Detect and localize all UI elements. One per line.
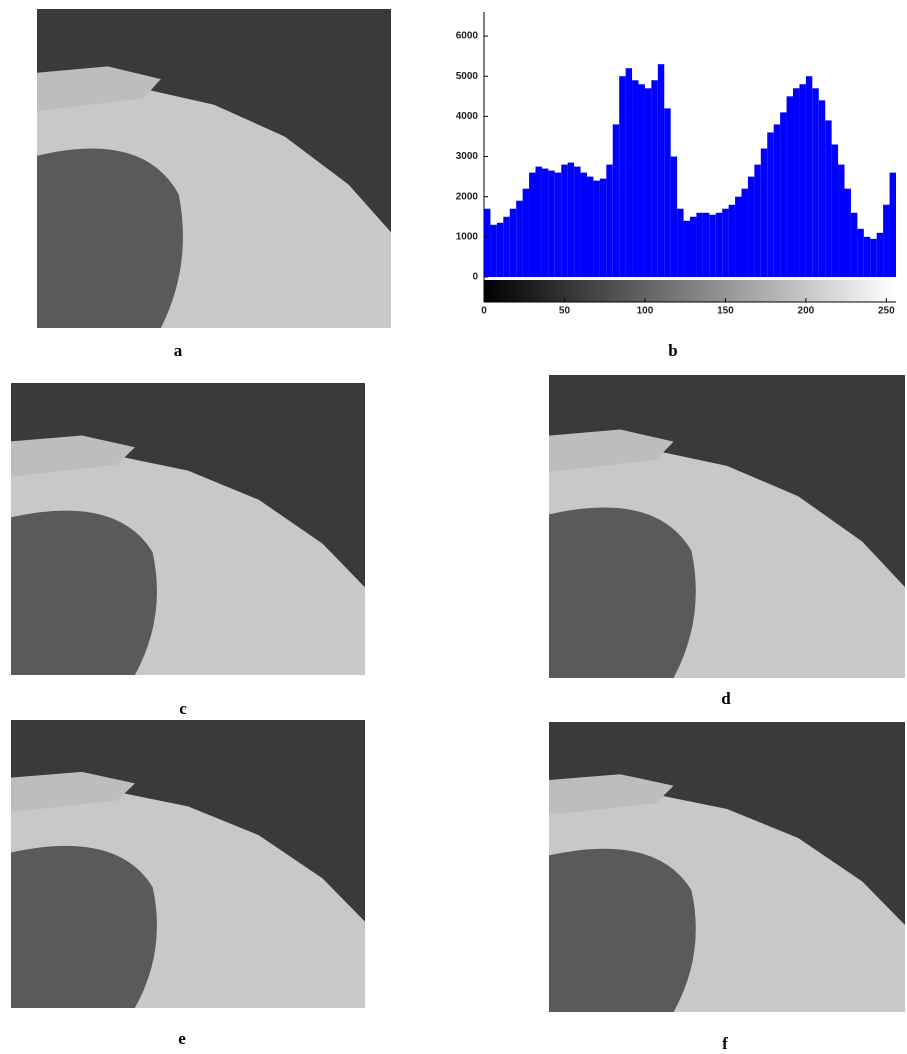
panel-label: d: [721, 689, 731, 708]
bar: [767, 132, 774, 277]
image-a: [37, 9, 391, 328]
bar: [541, 168, 549, 277]
bar: [657, 64, 665, 278]
x-tick-label: 200: [798, 306, 815, 317]
bar: [690, 216, 697, 277]
bar: [870, 238, 877, 277]
bar: [638, 84, 645, 277]
image-f: [549, 722, 905, 1012]
panel-label: c: [179, 699, 187, 718]
y-tick-label: 2000: [456, 191, 479, 202]
x-tick-label: 50: [559, 306, 571, 317]
bar: [599, 178, 607, 277]
image-c: [11, 383, 365, 675]
bar: [625, 68, 633, 277]
bar: [664, 108, 671, 277]
bar: [715, 212, 723, 277]
bar: [844, 188, 851, 277]
colorbar: [484, 280, 896, 302]
bar: [548, 170, 555, 277]
bar: [818, 100, 826, 277]
bar: [728, 204, 736, 277]
panel-label: a: [174, 341, 183, 360]
bar: [522, 188, 530, 277]
bar: [825, 120, 832, 277]
x-tick-label: 0: [481, 306, 487, 317]
bar: [683, 220, 690, 277]
bar: [838, 164, 845, 277]
y-tick-label: 0: [472, 272, 478, 283]
bar: [696, 212, 703, 277]
panel-label: f: [722, 1034, 728, 1053]
bar: [670, 156, 678, 277]
bar: [561, 164, 568, 277]
image-e: [11, 720, 365, 1008]
y-tick-label: 3000: [456, 151, 479, 162]
bar: [760, 148, 768, 277]
bar: [709, 214, 716, 277]
bar: [509, 208, 517, 277]
bar: [889, 172, 896, 277]
bar: [587, 176, 594, 277]
x-tick-label: 150: [717, 306, 734, 317]
bar: [574, 166, 581, 277]
bar: [831, 144, 839, 277]
bar: [644, 88, 652, 278]
bar: [554, 172, 562, 277]
image-d: [549, 375, 905, 678]
bar: [503, 216, 510, 277]
bar: [702, 212, 710, 277]
bar: [883, 204, 890, 277]
y-tick-label: 5000: [456, 71, 479, 82]
bar: [632, 80, 639, 278]
bar: [747, 176, 755, 277]
bar: [593, 180, 600, 277]
bar: [793, 88, 800, 278]
bar: [651, 80, 658, 278]
bar: [490, 224, 497, 277]
y-tick-label: 6000: [456, 31, 479, 42]
bar: [741, 188, 748, 277]
bar: [735, 196, 742, 277]
bar: [754, 164, 761, 277]
y-tick-label: 1000: [456, 231, 479, 242]
bar: [812, 88, 819, 278]
bar: [773, 124, 781, 277]
bar: [863, 236, 871, 277]
bar: [567, 162, 575, 277]
bar: [529, 172, 536, 277]
bar: [857, 228, 864, 277]
bar: [786, 96, 793, 278]
bar: [850, 212, 858, 277]
panel-label: b: [668, 341, 677, 360]
y-tick-label: 4000: [456, 111, 479, 122]
bar: [535, 166, 542, 277]
bar: [612, 124, 620, 277]
x-tick-label: 100: [637, 306, 654, 317]
bar: [799, 84, 806, 277]
panel-label: e: [178, 1029, 186, 1048]
bar: [606, 164, 613, 277]
bar: [876, 232, 884, 277]
bar: [722, 208, 729, 277]
bar: [780, 112, 787, 277]
bar: [484, 208, 491, 277]
bar: [677, 208, 684, 277]
bar: [805, 76, 813, 277]
bar: [516, 200, 523, 277]
bar: [580, 172, 587, 277]
x-tick-label: 250: [878, 306, 895, 317]
bar: [496, 222, 504, 277]
bar: [619, 76, 626, 277]
